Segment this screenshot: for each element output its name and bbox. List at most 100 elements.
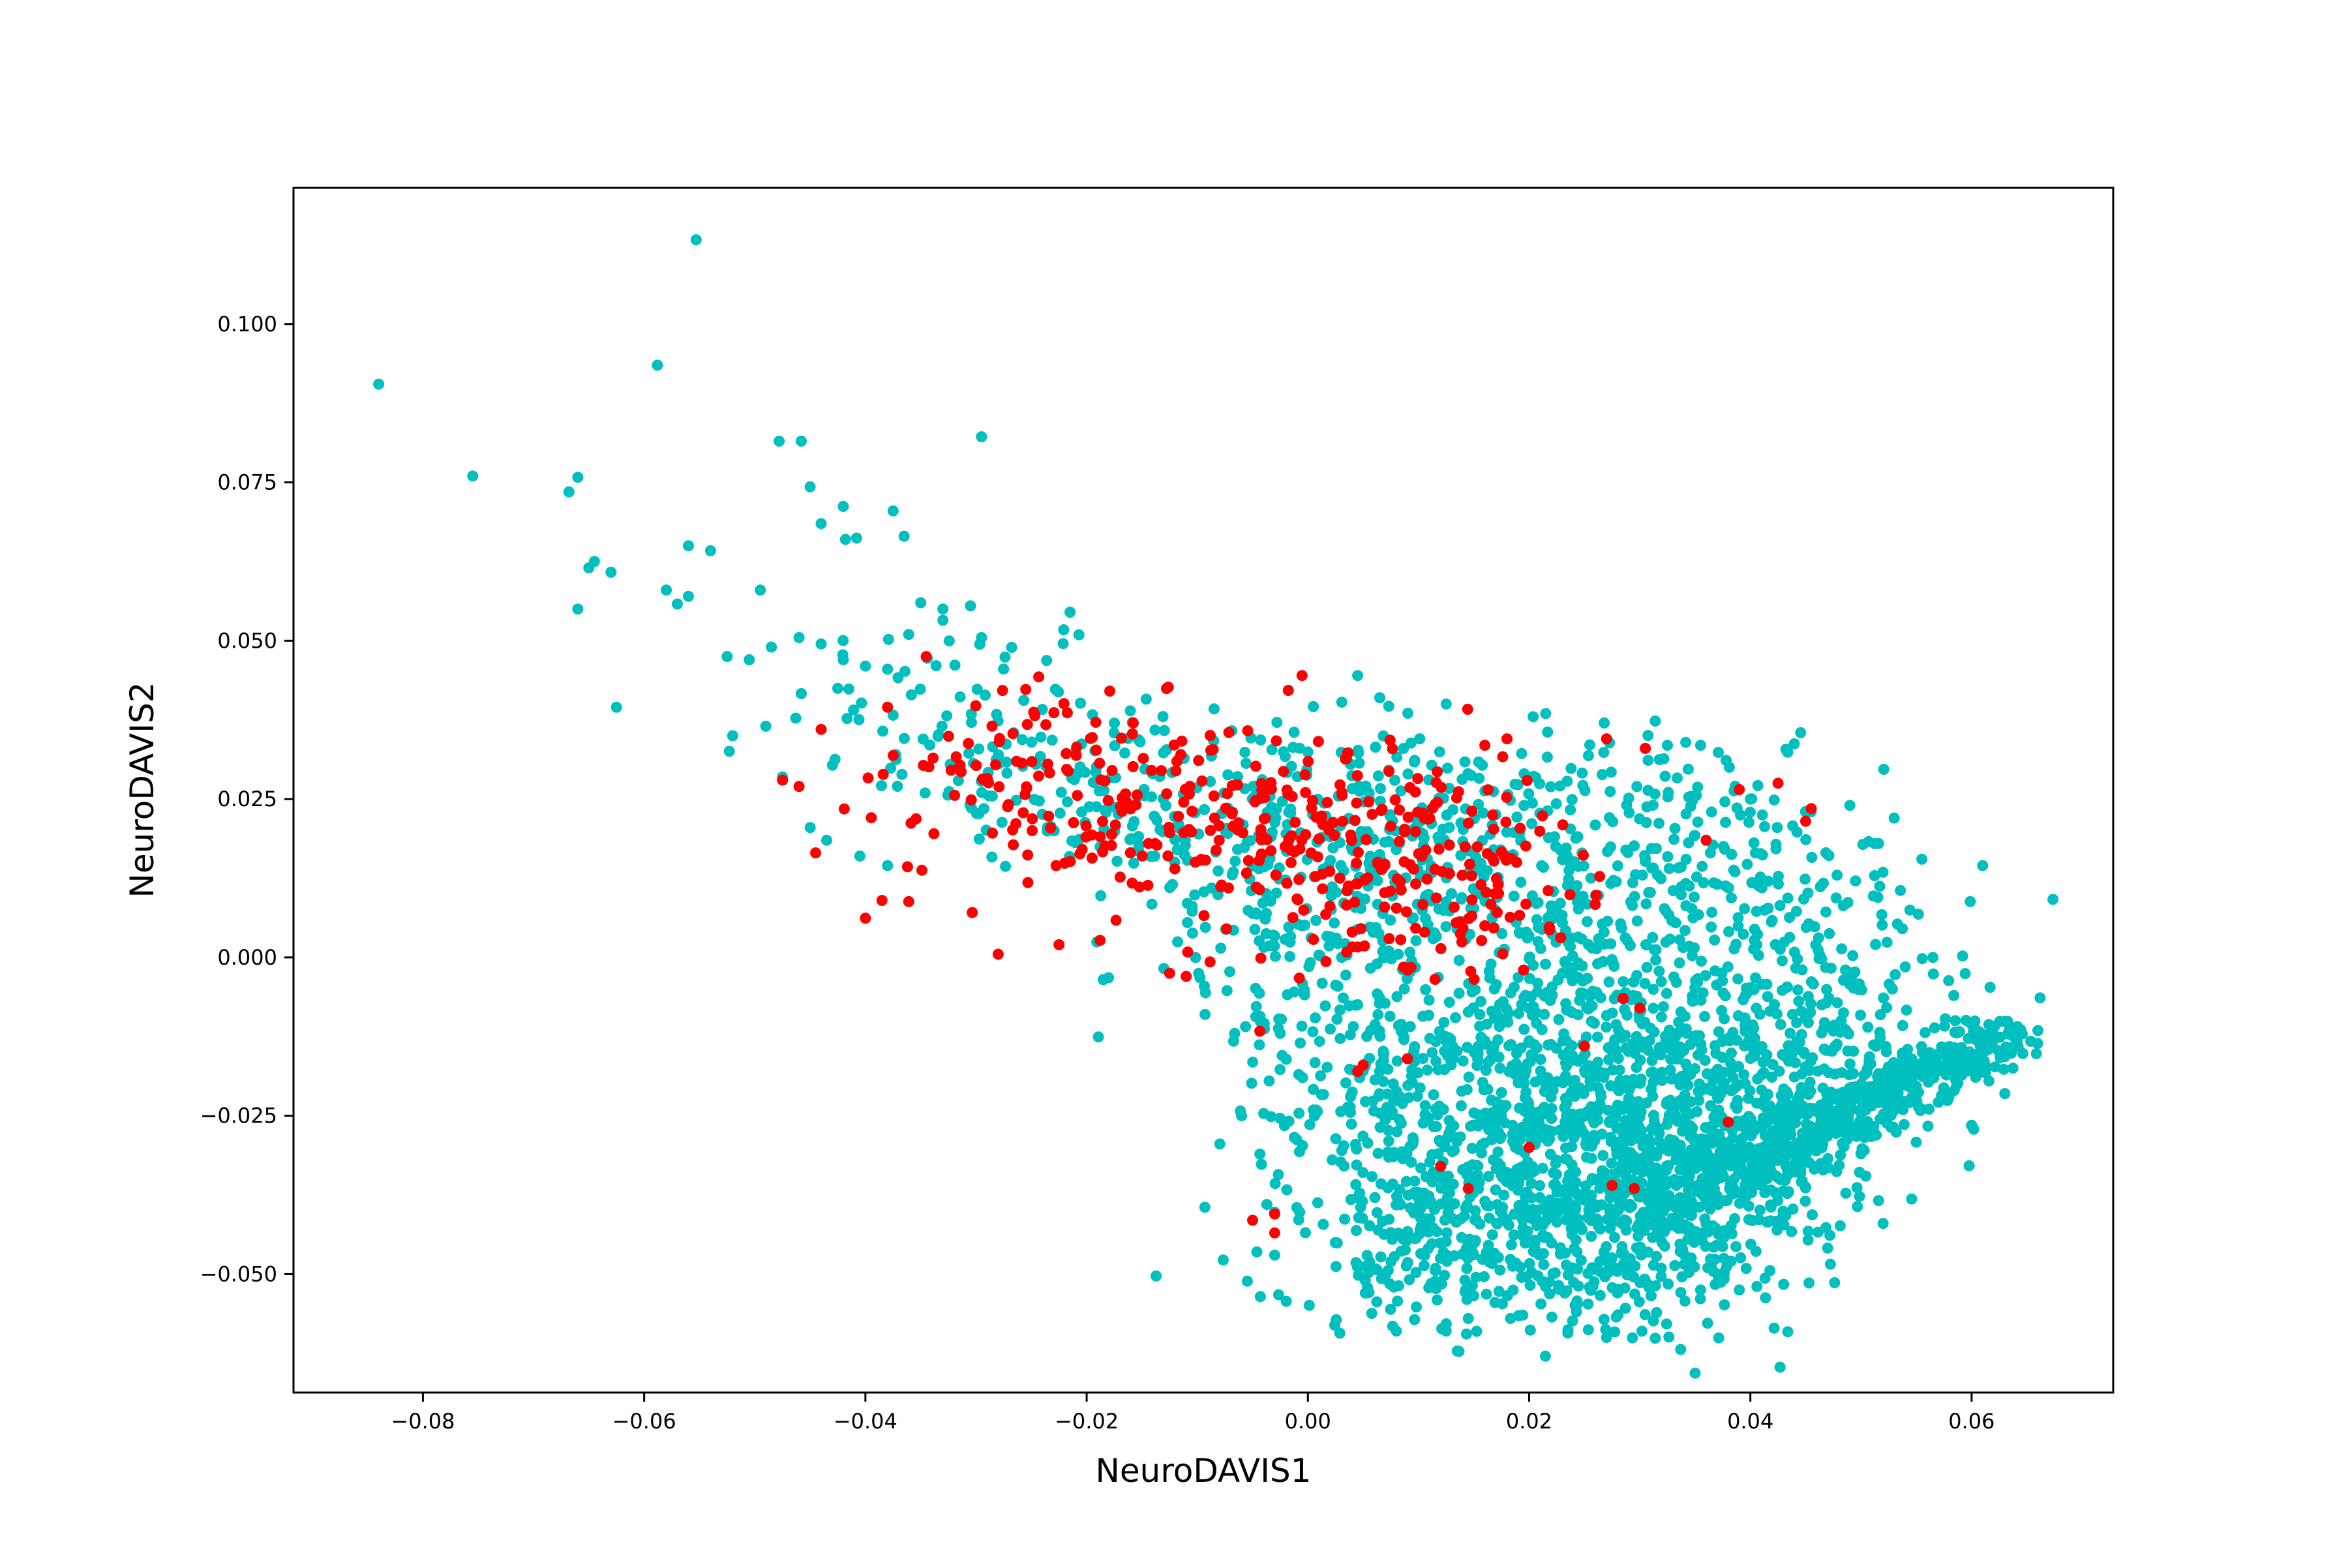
- cyan-point: [1374, 1108, 1386, 1119]
- red-point: [1316, 810, 1327, 822]
- red-point: [1464, 858, 1475, 870]
- cyan-point: [1919, 1027, 1931, 1038]
- red-point: [1222, 788, 1233, 800]
- red-point: [1198, 910, 1210, 922]
- cyan-point: [1649, 944, 1661, 956]
- cyan-point: [1509, 1135, 1520, 1147]
- cyan-point: [1375, 783, 1386, 794]
- cyan-point: [850, 532, 862, 544]
- cyan-point: [1673, 1016, 1685, 1028]
- cyan-point: [1664, 1064, 1676, 1076]
- cyan-point: [1450, 1012, 1462, 1023]
- cyan-point: [1476, 1139, 1488, 1151]
- cyan-point: [1254, 1010, 1266, 1022]
- cyan-point: [1687, 995, 1698, 1007]
- cyan-point: [1419, 1250, 1430, 1261]
- cyan-point: [1546, 981, 1558, 993]
- cyan-point: [882, 663, 894, 675]
- cyan-point: [1760, 1162, 1771, 1173]
- cyan-point: [954, 691, 966, 702]
- cyan-point: [1663, 1278, 1674, 1290]
- cyan-point: [1641, 801, 1653, 813]
- cyan-point: [1863, 1093, 1874, 1104]
- cyan-point: [1374, 1088, 1385, 1100]
- red-point: [1293, 972, 1305, 984]
- cyan-point: [1456, 893, 1468, 905]
- cyan-point: [1325, 1023, 1336, 1035]
- cyan-point: [1232, 843, 1243, 855]
- cyan-point: [1871, 1129, 1882, 1141]
- cyan-point: [1472, 1044, 1484, 1055]
- cyan-point: [1565, 804, 1576, 816]
- cyan-point: [1146, 898, 1158, 910]
- cyan-point: [1675, 1006, 1687, 1018]
- cyan-point: [1259, 913, 1271, 925]
- cyan-point: [1877, 1218, 1889, 1229]
- cyan-point: [1395, 785, 1407, 797]
- cyan-point: [1016, 734, 1028, 746]
- red-point: [1351, 770, 1363, 781]
- cyan-point: [1389, 774, 1401, 786]
- cyan-point: [1568, 1183, 1580, 1195]
- red-point: [1114, 871, 1126, 883]
- red-point: [1128, 717, 1139, 729]
- cyan-point: [1726, 1085, 1738, 1096]
- cyan-point: [1704, 1203, 1716, 1215]
- cyan-point: [1653, 1168, 1664, 1179]
- cyan-point: [1392, 1196, 1404, 1207]
- cyan-point: [1706, 1082, 1717, 1094]
- red-point: [1250, 761, 1261, 772]
- cyan-point: [1492, 1252, 1504, 1263]
- cyan-point: [1371, 1296, 1383, 1308]
- cyan-point: [1288, 727, 1300, 738]
- cyan-point: [1644, 1134, 1655, 1146]
- cyan-point: [1692, 816, 1704, 828]
- cyan-point: [1847, 950, 1859, 961]
- cyan-point: [1274, 1064, 1286, 1076]
- cyan-point: [723, 746, 735, 757]
- red-point: [1398, 856, 1410, 867]
- cyan-point: [1586, 1214, 1597, 1226]
- cyan-point: [1772, 1132, 1784, 1143]
- red-point: [1126, 877, 1138, 889]
- cyan-point: [1549, 1267, 1561, 1279]
- x-tick-label: 0.00: [1285, 1409, 1331, 1434]
- cyan-point: [1818, 877, 1829, 889]
- cyan-point: [1943, 1052, 1955, 1064]
- cyan-point: [1288, 986, 1300, 998]
- cyan-point: [1698, 877, 1709, 888]
- cyan-point: [1749, 1033, 1761, 1044]
- cyan-point: [1874, 1032, 1886, 1044]
- cyan-point: [1331, 932, 1342, 944]
- cyan-point: [1940, 1013, 1951, 1025]
- red-point: [1161, 683, 1172, 695]
- cyan-point: [1001, 767, 1013, 779]
- red-point: [916, 864, 927, 876]
- red-point: [1282, 788, 1294, 800]
- cyan-point: [1409, 1314, 1421, 1325]
- cyan-point: [1434, 746, 1445, 758]
- cyan-point: [1455, 1100, 1467, 1111]
- cyan-point: [1705, 1254, 1716, 1265]
- cyan-point: [1563, 856, 1575, 867]
- cyan-point: [933, 729, 944, 740]
- red-point: [1351, 878, 1363, 890]
- cyan-point: [1172, 936, 1184, 948]
- cyan-point: [1531, 914, 1543, 926]
- cyan-point: [937, 614, 949, 626]
- cyan-point: [1561, 959, 1573, 971]
- cyan-point: [1546, 1237, 1558, 1249]
- red-point: [1490, 873, 1502, 884]
- cyan-point: [1291, 1201, 1302, 1213]
- cyan-point: [1352, 670, 1364, 682]
- cyan-point: [1483, 1057, 1494, 1068]
- cyan-point: [1522, 932, 1533, 944]
- cyan-point: [1653, 965, 1665, 977]
- cyan-point: [1743, 817, 1754, 828]
- cyan-point: [1676, 1222, 1687, 1234]
- cyan-point: [1696, 956, 1707, 967]
- cyan-point: [1606, 1007, 1618, 1019]
- cyan-point: [1566, 794, 1578, 806]
- cyan-point: [914, 684, 926, 695]
- cyan-point: [1262, 859, 1274, 871]
